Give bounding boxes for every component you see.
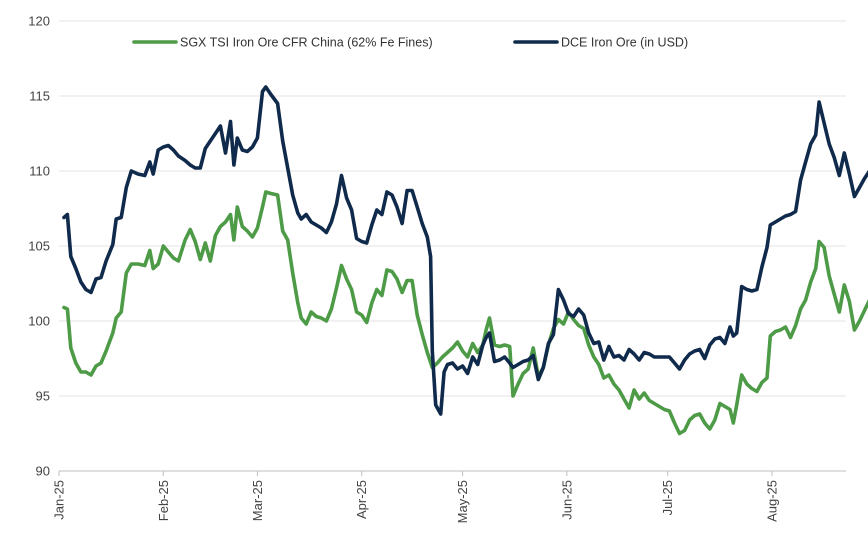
y-axis-tick-labels: 90 95 100 105 110 115 120: [28, 14, 50, 479]
series-line-dce: [62, 85, 868, 416]
legend-item-sgx-tsi-label: SGX TSI Iron Ore CFR China (62% Fe Fines…: [180, 36, 433, 50]
x-tick-label-Aug-25: Aug-25: [765, 480, 780, 522]
y-tick-label-115: 115: [29, 89, 50, 104]
x-tick-label-Feb-25: Feb-25: [156, 480, 171, 521]
x-tick-label-May-25: May-25: [455, 480, 470, 523]
legend-item-dce-label: DCE Iron Ore (in USD): [561, 36, 688, 50]
horizontal-gridlines: [59, 20, 846, 397]
x-tick-label-Apr-25: Apr-25: [354, 480, 369, 519]
series-lines: [62, 85, 868, 436]
x-tick-label-Mar-25: Mar-25: [250, 480, 265, 521]
y-tick-label-95: 95: [36, 389, 50, 404]
y-tick-label-105: 105: [28, 239, 50, 254]
x-tick-label-Jun-25: Jun-25: [559, 480, 574, 520]
y-tick-label-110: 110: [29, 164, 50, 179]
y-tick-label-90: 90: [36, 464, 50, 479]
legend: SGX TSI Iron Ore CFR China (62% Fe Fines…: [132, 36, 688, 50]
y-tick-label-100: 100: [28, 314, 50, 329]
y-tick-label-120: 120: [28, 14, 50, 29]
x-tick-label-Jul-25: Jul-25: [660, 480, 675, 515]
series-line-sgx-tsi: [62, 190, 868, 436]
x-axis-tick-labels: Jan-25 Feb-25 Mar-25 Apr-25 May-25 Jun-25 Jul-…: [52, 471, 780, 523]
x-tick-label-Jan-25: Jan-25: [52, 480, 67, 520]
